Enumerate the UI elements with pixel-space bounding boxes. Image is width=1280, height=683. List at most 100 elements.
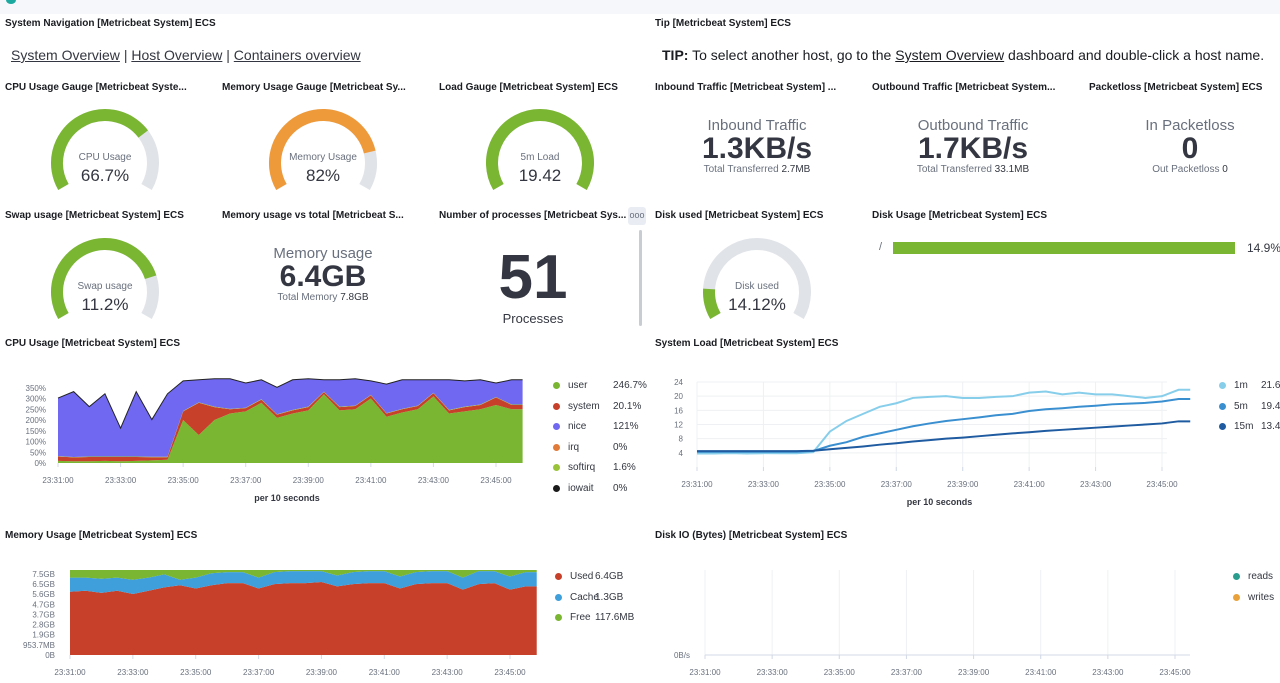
x-tick-label: 23:37:00 — [243, 668, 275, 677]
legend-value: 19.4 — [1261, 400, 1280, 412]
outbound-traffic-metric: Outbound Traffic 1.7KB/s Total Transferr… — [873, 117, 1073, 175]
processes-value: 51 — [498, 243, 568, 312]
link-system-overview-tip[interactable]: System Overview — [895, 47, 1005, 63]
y-tick-label: 7.5GB — [32, 570, 55, 579]
legend-item-iowait[interactable]: iowait 0% — [553, 483, 627, 494]
sub-label: Out Packetloss — [1152, 164, 1220, 175]
line-series-1m — [697, 388, 1191, 455]
x-tick-label: 23:39:00 — [306, 668, 338, 677]
x-tick-label: 23:43:00 — [1092, 668, 1124, 677]
legend-item-irq[interactable]: irq 0% — [553, 442, 627, 453]
y-tick-label: 12 — [674, 421, 683, 430]
legend-value: 121% — [613, 421, 639, 433]
metric-sub: Total Transferred 33.1MB — [873, 164, 1073, 175]
legend-label: user — [568, 380, 588, 391]
disk-usage-bar-fill — [893, 242, 1235, 254]
gauge-value: 14.12% — [728, 295, 786, 314]
inbound-traffic-metric: Inbound Traffic 1.3KB/s Total Transferre… — [657, 117, 857, 175]
x-tick-label: 23:31:00 — [54, 668, 86, 677]
legend-value: 1.6% — [613, 462, 636, 474]
x-tick-label: 23:33:00 — [105, 476, 137, 485]
navigation-links: System Overview | Host Overview | Contai… — [11, 47, 361, 63]
x-tick-label: 23:37:00 — [881, 480, 913, 489]
tip-text-2: dashboard and double-click a host name. — [1008, 47, 1265, 63]
gauge-label: Disk used — [735, 281, 779, 292]
legend-item-15m[interactable]: 15m 13.4 — [1219, 421, 1280, 433]
legend-label: 15m — [1234, 421, 1254, 433]
gauge-fill — [703, 288, 721, 319]
x-tick-label: 23:43:00 — [432, 668, 464, 677]
x-tick-label: 23:33:00 — [757, 668, 789, 677]
x-tick-label: 23:35:00 — [824, 668, 856, 677]
legend-item-1m[interactable]: 1m 21.6 — [1219, 380, 1280, 391]
x-tick-label: 23:43:00 — [1080, 480, 1112, 489]
sub-label: Total Transferred — [703, 164, 779, 175]
panel-title-load-gauge: Load Gauge [Metricbeat System] ECS — [439, 82, 618, 93]
link-host-overview[interactable]: Host Overview — [131, 47, 223, 63]
area-series-Cache — [70, 571, 537, 594]
x-tick-label: 23:45:00 — [1159, 668, 1191, 677]
legend-label: system — [568, 400, 600, 412]
legend-value: 13.4 — [1261, 421, 1280, 433]
legend-dot-icon — [553, 443, 560, 451]
y-tick-label: 2.8GB — [32, 621, 55, 630]
gauge-value: 82% — [306, 166, 340, 185]
panel-title-disk-used: Disk used [Metricbeat System] ECS — [655, 210, 824, 221]
legend-item-reads[interactable]: reads — [1233, 571, 1273, 582]
legend-dot-icon — [1219, 382, 1226, 389]
legend-label: writes — [1248, 591, 1275, 603]
legend-item-Used[interactable]: Used 6.4GB — [555, 571, 623, 582]
y-tick-label: 20 — [674, 392, 683, 401]
sub-label: Total Memory — [277, 292, 338, 303]
y-tick-label: 350% — [26, 384, 46, 393]
metric-sub: Out Packetloss 0 — [1090, 164, 1280, 175]
x-tick-label: 23:43:00 — [418, 476, 450, 485]
y-tick-label: 4.7GB — [32, 600, 55, 609]
legend-item-Free[interactable]: Free 117.6MB — [555, 612, 634, 623]
legend-item-nice[interactable]: nice 121% — [553, 421, 639, 432]
legend-item-softirq[interactable]: softirq 1.6% — [553, 462, 636, 473]
x-tick-label: 23:37:00 — [891, 668, 923, 677]
panel-title-swap-gauge: Swap usage [Metricbeat System] ECS — [5, 210, 184, 221]
x-tick-label: 23:33:00 — [117, 668, 149, 677]
tip-text-1: To select another host, go to the — [692, 47, 892, 63]
link-containers-overview[interactable]: Containers overview — [233, 47, 361, 63]
legend-dot-icon — [555, 593, 562, 601]
panel-options-button[interactable]: ooo — [628, 207, 646, 225]
legend-dot-icon — [555, 573, 562, 580]
legend-item-user[interactable]: user 246.7% — [553, 380, 647, 391]
legend-item-system[interactable]: system 20.1% — [553, 400, 641, 412]
legend-item-Cache[interactable]: Cache 1.3GB — [555, 592, 623, 603]
disk-usage-bar-track — [893, 242, 1235, 254]
separator: | — [226, 47, 230, 63]
area-series-Used — [70, 581, 537, 655]
y-tick-label: 0% — [34, 459, 46, 468]
legend-value: 21.6 — [1261, 380, 1280, 391]
x-tick-label: 23:45:00 — [494, 668, 526, 677]
y-tick-label: 6.5GB — [32, 580, 55, 589]
line-series-15m — [697, 420, 1191, 453]
legend-value: 6.4GB — [595, 571, 624, 582]
legend-dot-icon — [555, 614, 562, 622]
y-tick-label: 0B — [45, 651, 55, 660]
x-tick-label: 23:39:00 — [293, 476, 325, 485]
area-series-Free — [70, 570, 537, 580]
y-tick-label: 300% — [26, 395, 46, 404]
x-tick-label: 23:35:00 — [180, 668, 212, 677]
link-system-overview[interactable]: System Overview — [11, 47, 120, 63]
separator: | — [123, 47, 128, 63]
legend-dot-icon — [1219, 423, 1226, 431]
y-tick-label: 0B/s — [674, 651, 690, 660]
y-tick-label: 3.7GB — [32, 610, 55, 619]
gauge-label: Swap usage — [77, 281, 132, 292]
panel-title-cpu-gauge: CPU Usage Gauge [Metricbeat Syste... — [5, 82, 187, 93]
metric-value: 0 — [1181, 132, 1199, 165]
panel-title-disk-usage: Disk Usage [Metricbeat System] ECS — [872, 210, 1048, 221]
app-logo-icon — [6, 0, 16, 4]
scrollbar[interactable] — [639, 230, 642, 326]
sub-value: 7.8GB — [340, 292, 369, 303]
sub-value: 0 — [1222, 164, 1228, 175]
legend-item-writes[interactable]: writes — [1233, 592, 1274, 603]
legend-item-5m[interactable]: 5m 19.4 — [1219, 401, 1280, 412]
metric-value: 1.3KB/s — [701, 132, 813, 165]
